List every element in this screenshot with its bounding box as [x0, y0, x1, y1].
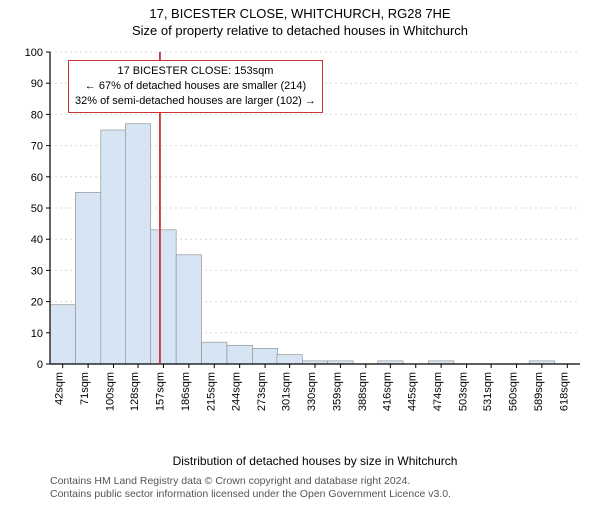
- footer-line1: Contains HM Land Registry data © Crown c…: [50, 475, 580, 489]
- svg-text:186sqm: 186sqm: [180, 372, 192, 411]
- svg-text:100sqm: 100sqm: [105, 372, 117, 411]
- svg-text:215sqm: 215sqm: [205, 372, 217, 411]
- svg-text:40: 40: [31, 234, 43, 246]
- svg-text:244sqm: 244sqm: [231, 372, 243, 411]
- svg-text:503sqm: 503sqm: [458, 372, 470, 411]
- svg-text:157sqm: 157sqm: [154, 372, 166, 411]
- svg-text:359sqm: 359sqm: [331, 372, 343, 411]
- svg-text:70: 70: [31, 141, 43, 153]
- svg-text:30: 30: [31, 265, 43, 277]
- x-axis-label: Distribution of detached houses by size …: [50, 454, 580, 468]
- svg-text:60: 60: [31, 172, 43, 184]
- svg-text:474sqm: 474sqm: [432, 372, 444, 411]
- svg-text:0: 0: [37, 359, 43, 371]
- page-title-line2: Size of property relative to detached ho…: [0, 23, 600, 38]
- svg-text:301sqm: 301sqm: [281, 372, 293, 411]
- svg-text:531sqm: 531sqm: [482, 372, 494, 411]
- annotation-box: 17 BICESTER CLOSE: 153sqm ← 67% of detac…: [68, 60, 323, 113]
- svg-text:80: 80: [31, 109, 43, 121]
- chart-area: 010203040506070809010042sqm71sqm100sqm12…: [50, 52, 580, 422]
- svg-text:50: 50: [31, 203, 43, 215]
- annotation-line2: ← 67% of detached houses are smaller (21…: [75, 79, 316, 94]
- svg-text:90: 90: [31, 78, 43, 90]
- annotation-line3: 32% of semi-detached houses are larger (…: [75, 94, 316, 109]
- svg-text:42sqm: 42sqm: [54, 372, 66, 405]
- svg-text:416sqm: 416sqm: [381, 372, 393, 411]
- annotation-line1: 17 BICESTER CLOSE: 153sqm: [75, 64, 316, 79]
- footer-attribution: Contains HM Land Registry data © Crown c…: [50, 475, 580, 502]
- svg-text:589sqm: 589sqm: [533, 372, 545, 411]
- svg-text:618sqm: 618sqm: [558, 372, 570, 411]
- svg-text:128sqm: 128sqm: [129, 372, 141, 411]
- svg-text:330sqm: 330sqm: [306, 372, 318, 411]
- svg-text:445sqm: 445sqm: [407, 372, 419, 411]
- svg-text:560sqm: 560sqm: [507, 372, 519, 411]
- svg-text:10: 10: [31, 328, 43, 340]
- svg-text:273sqm: 273sqm: [256, 372, 268, 411]
- svg-text:100: 100: [25, 47, 43, 59]
- page-title-line1: 17, BICESTER CLOSE, WHITCHURCH, RG28 7HE: [0, 6, 600, 21]
- svg-text:388sqm: 388sqm: [357, 372, 369, 411]
- svg-text:20: 20: [31, 297, 43, 309]
- svg-text:71sqm: 71sqm: [79, 372, 91, 405]
